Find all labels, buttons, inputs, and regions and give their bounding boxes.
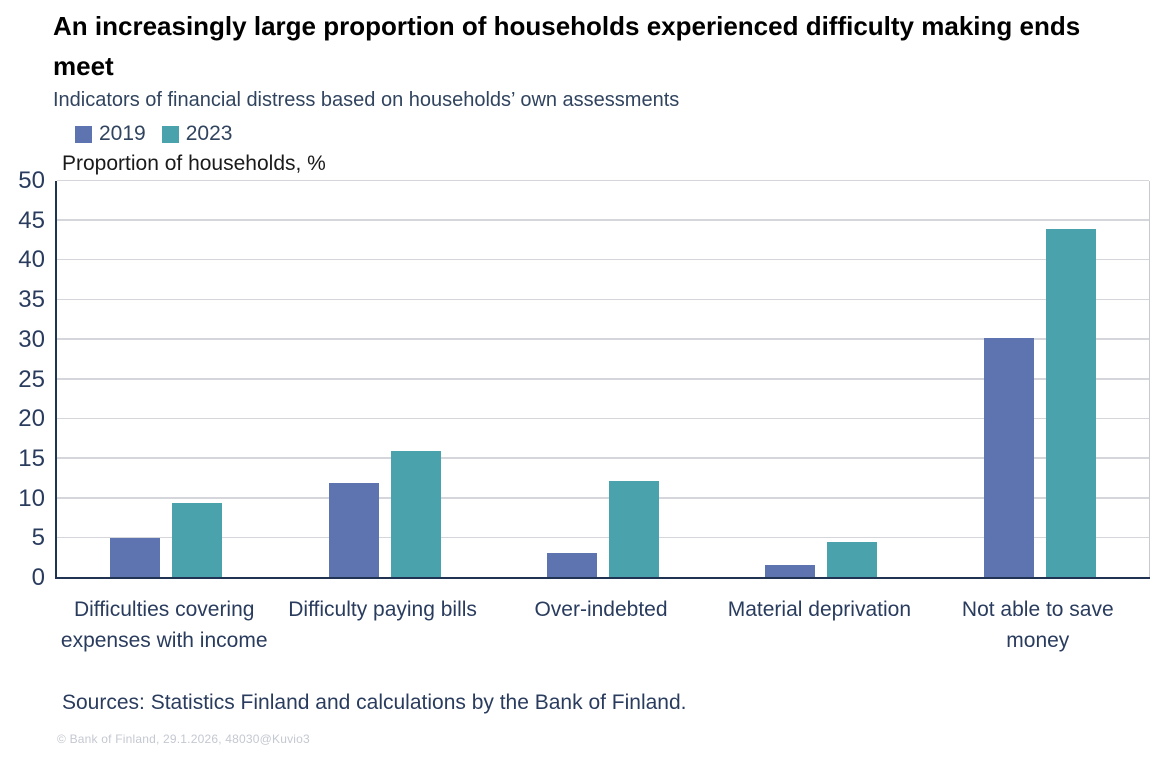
- gridline-40: [57, 258, 1149, 261]
- gridline-5: [57, 536, 1149, 539]
- y-tick-label-25: 25: [18, 365, 45, 393]
- y-axis-tick-labels: 0 5 10 15 20 25 30 35 40 45 50: [0, 167, 45, 591]
- legend-swatch-2023: [161, 125, 179, 143]
- bar-2023-category-2: [390, 450, 441, 578]
- category-label-4: Material deprivation: [727, 598, 912, 621]
- y-tick-label-10: 10: [18, 484, 45, 512]
- y-tick-label-45: 45: [18, 206, 45, 234]
- bar-2019-category-3: [547, 552, 597, 578]
- gridline-50: [57, 179, 1149, 181]
- gridline-15: [57, 457, 1149, 459]
- category-label-1: Difficulties covering expenses with inco…: [60, 598, 268, 652]
- chart-subtitle: Indicators of financial distress based o…: [53, 89, 680, 111]
- legend-item-2019: 2019: [75, 122, 146, 146]
- gridline-30: [57, 338, 1149, 340]
- y-tick-label-40: 40: [18, 246, 45, 274]
- copyright-note: © Bank of Finland, 29.1.2026, 48030@Kuvi…: [57, 732, 310, 746]
- sources-note: Sources: Statistics Finland and calculat…: [62, 691, 687, 714]
- plot-area: [55, 179, 1150, 579]
- category-label-3: Over-indebted: [534, 598, 668, 621]
- y-tick-label-5: 5: [31, 524, 45, 552]
- legend: 2019 2023: [75, 122, 232, 146]
- legend-swatch-2019: [75, 125, 92, 143]
- y-axis-title: Proportion of households, %: [62, 152, 326, 175]
- bar-2019-category-1: [110, 538, 161, 578]
- bar-2019-category-5: [983, 338, 1034, 578]
- x-axis-category-labels: Difficulties covering expenses with inco…: [55, 594, 1147, 694]
- bar-2023-category-3: [609, 481, 659, 578]
- gridline-20: [57, 417, 1149, 420]
- bar-2023-category-1: [172, 502, 223, 578]
- gridline-10: [57, 497, 1149, 499]
- bar-2019-category-4: [765, 565, 816, 578]
- chart-title: An increasingly large proportion of hous…: [53, 11, 1081, 81]
- legend-label-2023: 2023: [185, 122, 233, 145]
- x-axis-line: [55, 576, 1150, 579]
- gridline-25: [57, 378, 1149, 380]
- legend-label-2019: 2019: [99, 122, 146, 145]
- y-tick-label-20: 20: [18, 405, 45, 433]
- category-label-2: Difficulty paying bills: [288, 598, 477, 621]
- category-label-5: Not able to save money: [961, 598, 1114, 652]
- legend-item-2023: 2023: [161, 122, 233, 146]
- y-tick-label-35: 35: [18, 286, 45, 314]
- bar-2023-category-5: [1045, 228, 1096, 578]
- y-tick-label-0: 0: [31, 564, 45, 591]
- y-tick-label-30: 30: [18, 325, 45, 353]
- bar-2019-category-2: [328, 482, 379, 578]
- y-tick-label-50: 50: [18, 167, 45, 194]
- gridline-45: [57, 219, 1149, 221]
- y-tick-label-15: 15: [18, 444, 45, 472]
- bar-2023-category-4: [827, 542, 878, 578]
- gridline-35: [57, 298, 1149, 301]
